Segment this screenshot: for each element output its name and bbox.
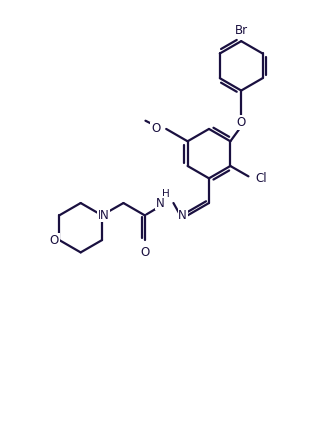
Text: O: O <box>50 234 59 247</box>
Text: O: O <box>237 116 246 129</box>
Text: N: N <box>156 196 165 210</box>
Text: O: O <box>140 246 150 259</box>
Text: O: O <box>151 122 160 135</box>
Text: N: N <box>100 209 109 222</box>
Text: Br: Br <box>235 24 248 37</box>
Text: H: H <box>162 189 170 199</box>
Text: N: N <box>98 209 107 222</box>
Text: N: N <box>178 209 187 222</box>
Text: Cl: Cl <box>255 172 267 185</box>
